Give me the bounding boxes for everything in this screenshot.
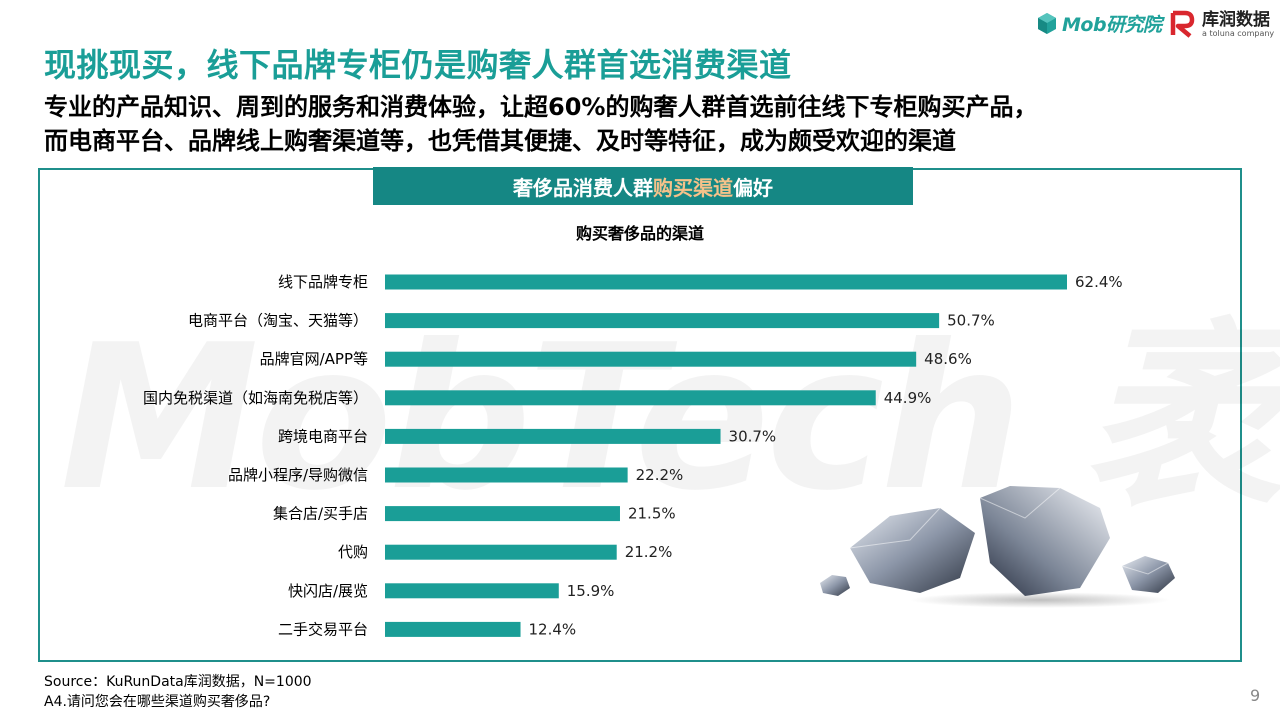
category-label: 线下品牌专柜 — [278, 273, 368, 291]
source-text: Source：KuRunData库润数据，N=1000 — [44, 674, 312, 690]
banner-prefix: 奢侈品消费人群 — [513, 175, 653, 200]
banner-highlight: 购买渠道 — [653, 175, 733, 200]
kurun-r-icon — [1170, 10, 1195, 38]
mob-logo: Mob研究院 — [1036, 8, 1162, 38]
chart-title: 购买奢侈品的渠道 — [575, 224, 704, 243]
category-label: 跨境电商平台 — [278, 427, 368, 445]
mob-logo-text: Mob研究院 — [1062, 13, 1162, 36]
category-label: 代购 — [338, 543, 368, 561]
category-label: 国内免税渠道（如海南免税店等） — [143, 389, 368, 407]
kurun-name: 库润数据 — [1202, 9, 1270, 30]
bar — [385, 390, 876, 406]
category-label: 品牌小程序/导购微信 — [228, 466, 368, 484]
diamonds-image — [820, 486, 1175, 608]
category-label: 二手交易平台 — [278, 620, 368, 638]
large-diamond — [979, 486, 1110, 596]
category-label: 品牌官网/APP等 — [260, 350, 368, 368]
section-banner: 奢侈品消费人群 购买渠道 偏好 — [373, 167, 913, 205]
medium-diamond — [849, 507, 975, 593]
value-label: 62.4% — [1075, 273, 1123, 291]
page-subtitle: 专业的产品知识、周到的服务和消费体验，让超60%的购奢人群首选前往线下专柜购买产… — [44, 90, 1274, 158]
value-label: 50.7% — [947, 312, 995, 330]
bar — [385, 351, 917, 367]
category-label: 快闪店/展览 — [288, 582, 368, 600]
bar — [385, 544, 617, 560]
source-note: Source：KuRunData库润数据，N=1000 A4.请问您会在哪些渠道… — [44, 672, 312, 712]
question-text: A4.请问您会在哪些渠道购买奢侈品? — [44, 694, 271, 710]
bar — [385, 506, 620, 522]
value-label: 21.5% — [628, 505, 676, 523]
page-title: 现挑现买，线下品牌专柜仍是购奢人群首选消费渠道 — [44, 46, 792, 84]
bar — [385, 621, 521, 637]
category-label: 集合店/买手店 — [273, 505, 368, 523]
value-label: 22.2% — [636, 466, 684, 484]
small-diamond-right — [1121, 556, 1175, 593]
kurun-sub: a toluna company — [1202, 28, 1275, 38]
value-label: 48.6% — [924, 350, 972, 368]
value-label: 44.9% — [884, 389, 932, 407]
cube-logo-icon — [1038, 13, 1056, 34]
bar — [385, 274, 1067, 290]
value-label: 12.4% — [529, 620, 577, 638]
banner-suffix: 偏好 — [733, 175, 773, 200]
subtitle-line-2: 而电商平台、品牌线上购奢渠道等，也凭借其便捷、及时等特征，成为颇受欢迎的渠道 — [44, 127, 956, 155]
page-number: 9 — [1250, 686, 1261, 705]
bar — [385, 583, 559, 599]
kurun-logo: 库润数据 a toluna company — [1168, 8, 1274, 40]
subtitle-line-1: 专业的产品知识、周到的服务和消费体验，让超60%的购奢人群首选前往线下专柜购买产… — [44, 93, 1038, 121]
category-label: 电商平台（淘宝、天猫等） — [188, 312, 368, 330]
bar — [385, 313, 940, 329]
value-label: 21.2% — [625, 543, 673, 561]
value-label: 15.9% — [567, 582, 615, 600]
value-label: 30.7% — [729, 427, 777, 445]
bar — [385, 467, 628, 483]
bar — [385, 428, 721, 444]
small-diamond-left — [820, 575, 850, 596]
